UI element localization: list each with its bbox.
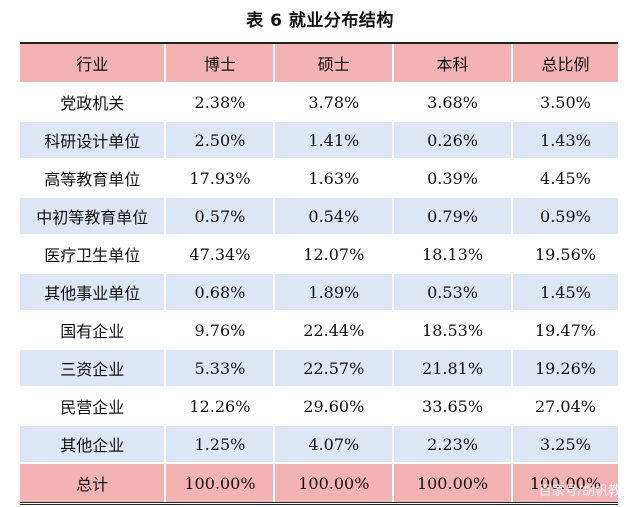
total-ratio: 100.00% [512,464,618,502]
total-label: 总计 [20,464,167,502]
table-total-row: 总计 100.00% 100.00% 100.00% 100.00% [20,464,618,502]
total-master: 100.00% [275,464,395,502]
table-row: 国有企业 9.76% 22.44% 18.53% 19.47% [20,312,618,350]
header-phd: 博士 [166,44,276,84]
cell-industry: 医疗卫生单位 [20,236,167,274]
table-row: 三资企业 5.33% 22.57% 21.81% 19.26% [20,350,618,388]
cell-bachelor: 3.68% [394,84,513,122]
cell-bachelor: 0.79% [394,198,513,236]
cell-phd: 17.93% [166,160,276,198]
cell-industry: 科研设计单位 [20,122,167,160]
cell-phd: 47.34% [166,236,276,274]
cell-master: 3.78% [275,84,395,122]
cell-master: 1.41% [275,122,395,160]
table-body: 党政机关 2.38% 3.78% 3.68% 3.50% 科研设计单位 2.50% 1.41%… [20,84,618,464]
cell-master: 1.89% [275,274,395,312]
table-row: 医疗卫生单位 47.34% 12.07% 18.13% 19.56% [20,236,618,274]
header-bachelor: 本科 [394,44,513,84]
cell-bachelor: 33.65% [394,388,513,426]
cell-bachelor: 2.23% [394,426,513,464]
cell-total-ratio: 3.50% [512,84,618,122]
table-row: 党政机关 2.38% 3.78% 3.68% 3.50% [20,84,618,122]
cell-bachelor: 0.26% [394,122,513,160]
cell-master: 22.44% [275,312,395,350]
cell-total-ratio: 4.45% [512,160,618,198]
cell-master: 29.60% [275,388,395,426]
cell-industry: 高等教育单位 [20,160,167,198]
cell-master: 0.54% [275,198,395,236]
cell-industry: 民营企业 [20,388,167,426]
cell-total-ratio: 3.25% [512,426,618,464]
total-phd: 100.00% [166,464,276,502]
cell-industry: 国有企业 [20,312,167,350]
cell-phd: 2.38% [166,84,276,122]
cell-total-ratio: 0.59% [512,198,618,236]
total-bachelor: 100.00% [394,464,513,502]
cell-industry: 中初等教育单位 [20,198,167,236]
cell-total-ratio: 19.47% [512,312,618,350]
cell-phd: 12.26% [166,388,276,426]
cell-master: 22.57% [275,350,395,388]
table-row: 民营企业 12.26% 29.60% 33.65% 27.04% [20,388,618,426]
cell-total-ratio: 1.45% [512,274,618,312]
cell-total-ratio: 1.43% [512,122,618,160]
table-row: 中初等教育单位 0.57% 0.54% 0.79% 0.59% [20,198,618,236]
cell-bachelor: 0.53% [394,274,513,312]
cell-master: 1.63% [275,160,395,198]
cell-phd: 2.50% [166,122,276,160]
cell-bachelor: 0.39% [394,160,513,198]
cell-bachelor: 21.81% [394,350,513,388]
table-row: 其他事业单位 0.68% 1.89% 0.53% 1.45% [20,274,618,312]
cell-phd: 0.57% [166,198,276,236]
cell-master: 4.07% [275,426,395,464]
cell-total-ratio: 19.26% [512,350,618,388]
cell-industry: 其他企业 [20,426,167,464]
cell-phd: 5.33% [166,350,276,388]
header-master: 硕士 [275,44,395,84]
table-row: 科研设计单位 2.50% 1.41% 0.26% 1.43% [20,122,618,160]
cell-phd: 9.76% [166,312,276,350]
header-total-ratio: 总比例 [512,44,618,84]
cell-phd: 0.68% [166,274,276,312]
cell-industry: 其他事业单位 [20,274,167,312]
cell-bachelor: 18.53% [394,312,513,350]
watermark: 百家号/胡帆教育 [538,484,634,499]
header-industry: 行业 [20,44,167,84]
employment-distribution-table: 行业 博士 硕士 本科 总比例 党政机关 2.38% 3.78% 3.68% 3.50%… [20,42,618,505]
table-header-row: 行业 博士 硕士 本科 总比例 [20,44,618,84]
table-title: 表 6 就业分布结构 [246,11,394,31]
cell-phd: 1.25% [166,426,276,464]
cell-total-ratio: 19.56% [512,236,618,274]
cell-total-ratio: 27.04% [512,388,618,426]
table-row: 其他企业 1.25% 4.07% 2.23% 3.25% [20,426,618,464]
cell-bachelor: 18.13% [394,236,513,274]
cell-industry: 三资企业 [20,350,167,388]
cell-master: 12.07% [275,236,395,274]
cell-industry: 党政机关 [20,84,167,122]
table-row: 高等教育单位 17.93% 1.63% 0.39% 4.45% [20,160,618,198]
